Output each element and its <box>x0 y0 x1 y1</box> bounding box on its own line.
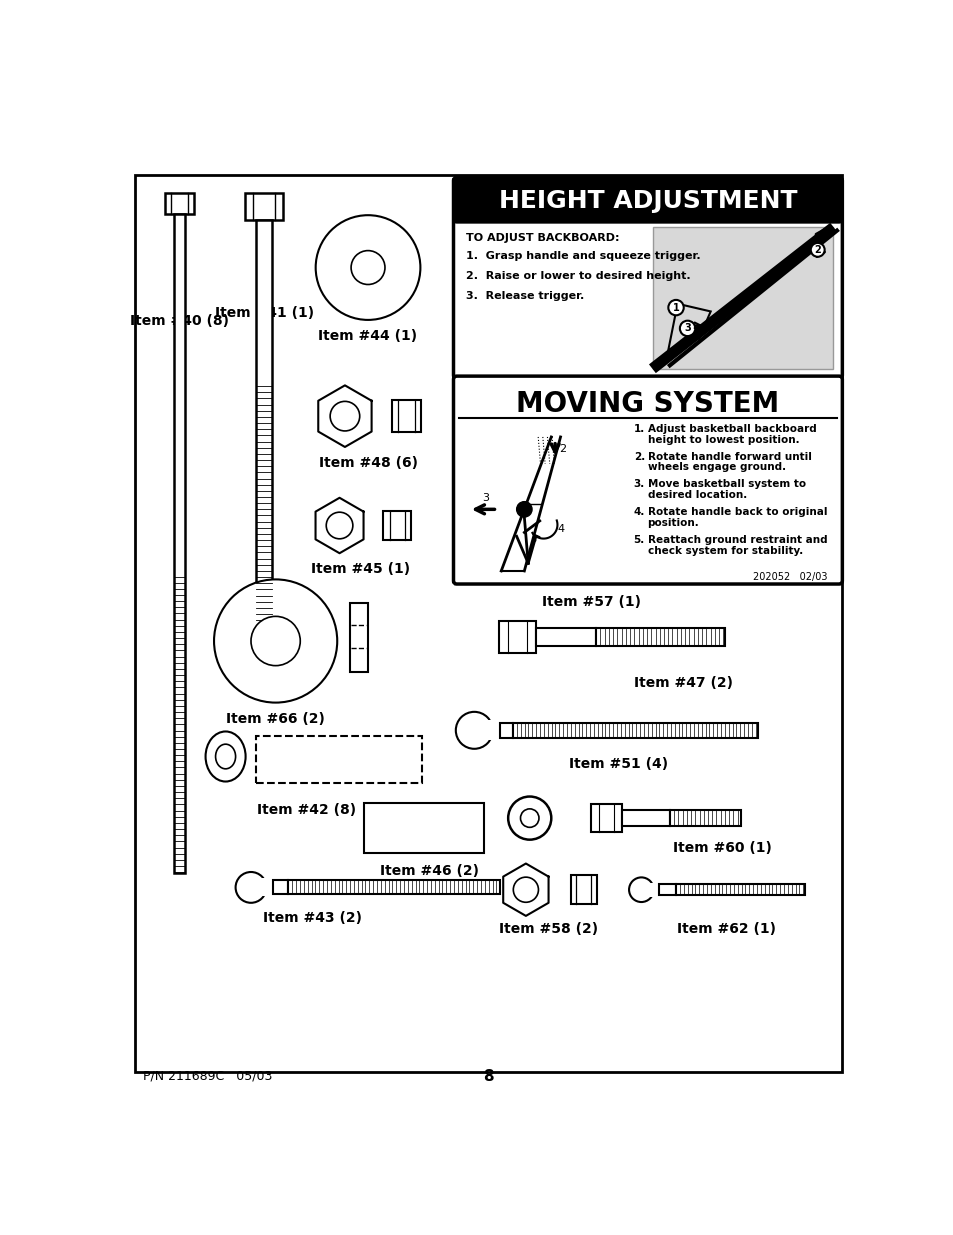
Ellipse shape <box>205 731 245 782</box>
Bar <box>669 810 740 826</box>
Text: 1: 1 <box>672 303 679 312</box>
Circle shape <box>513 877 537 903</box>
FancyBboxPatch shape <box>453 178 841 378</box>
Text: Item #48 (6): Item #48 (6) <box>318 456 417 471</box>
Text: 4.: 4. <box>633 508 644 517</box>
Text: Adjust basketball backboard: Adjust basketball backboard <box>647 424 816 433</box>
FancyBboxPatch shape <box>453 178 841 224</box>
Text: Item #45 (1): Item #45 (1) <box>311 562 410 577</box>
Text: Item #60 (1): Item #60 (1) <box>672 841 771 855</box>
Polygon shape <box>502 863 548 916</box>
Bar <box>536 627 596 646</box>
Text: 2: 2 <box>558 443 566 453</box>
Bar <box>652 227 832 369</box>
Text: position.: position. <box>647 517 699 527</box>
FancyBboxPatch shape <box>453 377 841 584</box>
Bar <box>596 627 723 646</box>
Bar <box>245 193 283 220</box>
Text: Reattach ground restraint and: Reattach ground restraint and <box>647 535 826 545</box>
Bar <box>658 884 676 895</box>
Text: Item #58 (2): Item #58 (2) <box>499 923 598 936</box>
Bar <box>383 511 411 540</box>
Text: 3: 3 <box>482 493 489 503</box>
Text: Item #66 (2): Item #66 (2) <box>226 711 325 726</box>
Circle shape <box>628 877 653 902</box>
Bar <box>256 736 421 783</box>
Bar <box>498 621 536 653</box>
Text: 8: 8 <box>483 1068 494 1083</box>
Bar <box>479 720 494 740</box>
Bar <box>644 883 655 897</box>
Circle shape <box>520 809 538 827</box>
Text: desired location.: desired location. <box>647 490 746 500</box>
Text: MOVING SYSTEM: MOVING SYSTEM <box>516 390 779 417</box>
Text: Rotate handle back to original: Rotate handle back to original <box>647 508 826 517</box>
Polygon shape <box>318 385 372 447</box>
Text: 1.: 1. <box>633 424 644 433</box>
Circle shape <box>235 872 266 903</box>
Bar <box>499 722 513 739</box>
Text: height to lowest position.: height to lowest position. <box>647 435 799 445</box>
Text: 2.  Raise or lower to desired height.: 2. Raise or lower to desired height. <box>465 272 690 282</box>
Circle shape <box>326 513 353 538</box>
Text: 2.: 2. <box>633 452 644 462</box>
Bar <box>288 881 499 894</box>
Text: Item #57 (1): Item #57 (1) <box>541 595 640 609</box>
Circle shape <box>330 401 359 431</box>
Text: Item #43 (2): Item #43 (2) <box>263 910 362 925</box>
Text: 3.: 3. <box>633 479 644 489</box>
Text: wheels engage ground.: wheels engage ground. <box>647 462 785 472</box>
Text: Item #47 (2): Item #47 (2) <box>634 676 733 689</box>
Circle shape <box>456 711 493 748</box>
Bar <box>513 722 758 739</box>
Circle shape <box>315 215 420 320</box>
Text: Move basketball system to: Move basketball system to <box>647 479 805 489</box>
Bar <box>676 884 804 895</box>
Text: Rotate handle forward until: Rotate handle forward until <box>647 452 811 462</box>
Bar <box>591 804 621 832</box>
Text: 4: 4 <box>557 524 563 534</box>
Text: 5.: 5. <box>633 535 644 545</box>
Text: Item #51 (4): Item #51 (4) <box>568 757 667 771</box>
Bar <box>392 400 420 432</box>
Circle shape <box>508 797 551 840</box>
Bar <box>364 803 483 852</box>
Text: Item #40 (8): Item #40 (8) <box>130 314 229 327</box>
Text: Item #42 (8): Item #42 (8) <box>256 803 355 816</box>
Circle shape <box>679 321 695 336</box>
Polygon shape <box>315 498 363 553</box>
Text: HEIGHT ADJUSTMENT: HEIGHT ADJUSTMENT <box>498 189 797 212</box>
Text: check system for stability.: check system for stability. <box>647 546 802 556</box>
Bar <box>255 878 268 897</box>
Text: 3.  Release trigger.: 3. Release trigger. <box>465 291 583 301</box>
Text: Item #46 (2): Item #46 (2) <box>379 864 478 878</box>
Bar <box>621 810 669 826</box>
Bar <box>273 881 288 894</box>
Bar <box>459 180 836 217</box>
Text: P/N 211689C   05/03: P/N 211689C 05/03 <box>143 1070 273 1083</box>
Circle shape <box>517 501 532 517</box>
Circle shape <box>213 579 336 703</box>
Bar <box>570 876 596 904</box>
Bar <box>256 220 272 636</box>
Text: Item #44 (1): Item #44 (1) <box>318 330 417 343</box>
Circle shape <box>351 251 385 284</box>
Circle shape <box>251 616 300 666</box>
Bar <box>173 215 185 873</box>
Ellipse shape <box>215 745 235 769</box>
Text: 2: 2 <box>814 245 821 254</box>
Text: 202052   02/03: 202052 02/03 <box>753 572 827 582</box>
Circle shape <box>810 243 823 257</box>
Text: 1.  Grasp handle and squeeze trigger.: 1. Grasp handle and squeeze trigger. <box>465 252 700 262</box>
Text: Item #41 (1): Item #41 (1) <box>214 306 314 320</box>
Text: TO ADJUST BACKBOARD:: TO ADJUST BACKBOARD: <box>465 233 618 243</box>
Circle shape <box>668 300 683 315</box>
Text: Item #62 (1): Item #62 (1) <box>676 923 775 936</box>
Text: 3: 3 <box>683 324 690 333</box>
Bar <box>349 603 368 672</box>
Bar <box>165 193 193 215</box>
